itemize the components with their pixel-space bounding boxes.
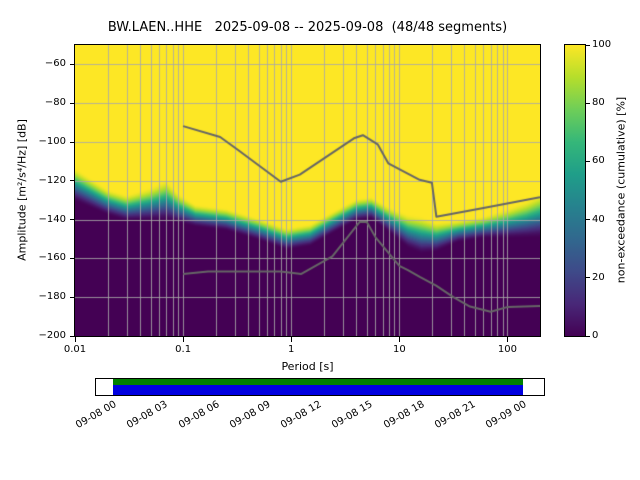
colorbar-tick-label: 20 bbox=[592, 271, 605, 283]
x-tick-label: 10 bbox=[392, 344, 406, 355]
y-tick-label: −120 bbox=[38, 174, 66, 186]
x-tick-mark bbox=[182, 337, 184, 342]
colorbar-tick-mark bbox=[586, 160, 590, 162]
y-tick-label: −180 bbox=[38, 291, 66, 303]
timeline-tick-label: 09-08 00 bbox=[74, 399, 119, 432]
timeline-tick-label: 09-08 12 bbox=[279, 399, 324, 432]
colorbar-tick-label: 60 bbox=[592, 155, 605, 167]
y-tick-label: −60 bbox=[44, 58, 66, 70]
timeline-tick-label: 09-08 03 bbox=[125, 399, 170, 432]
y-tick-label: −100 bbox=[38, 136, 66, 147]
x-tick-label: 1 bbox=[288, 344, 295, 355]
colorbar-tick-label: 100 bbox=[592, 39, 612, 50]
x-tick-label: 0.1 bbox=[175, 344, 192, 355]
y-axis-label: Amplitude [m²/s⁴/Hz] [dB] bbox=[15, 119, 29, 261]
plot-area bbox=[74, 44, 541, 337]
x-tick-mark bbox=[398, 337, 400, 342]
y-tick-label: −160 bbox=[38, 252, 66, 264]
x-tick-mark bbox=[290, 337, 292, 342]
colorbar bbox=[564, 44, 586, 337]
colorbar-tick-mark bbox=[586, 44, 590, 46]
x-axis-label: Period [s] bbox=[281, 360, 334, 373]
colorbar-tick-mark bbox=[586, 102, 590, 104]
ppsd-heatmap bbox=[75, 45, 540, 336]
x-tick-label: 100 bbox=[497, 344, 517, 355]
y-tick-label: −140 bbox=[38, 213, 66, 225]
figure-title: BW.LAEN..HHE 2025-09-08 -- 2025-09-08 (4… bbox=[107, 20, 508, 35]
timeline-bar bbox=[95, 378, 545, 396]
timeline-tick-label: 09-09 00 bbox=[484, 399, 529, 432]
colorbar-tick-mark bbox=[586, 219, 590, 221]
colorbar-tick-mark bbox=[586, 277, 590, 279]
x-tick-mark bbox=[74, 337, 76, 342]
timeline-tick-label: 09-08 18 bbox=[381, 399, 426, 432]
colorbar-tick-label: 0 bbox=[592, 330, 599, 341]
timeline-coverage-bottom bbox=[113, 385, 523, 395]
timeline-tick-label: 09-08 09 bbox=[227, 399, 273, 432]
timeline-coverage-top bbox=[113, 379, 523, 385]
y-tick-label: −200 bbox=[38, 330, 66, 341]
colorbar-label: non-exceedance (cumulative) [%] bbox=[614, 96, 628, 284]
timeline-tick-label: 09-08 15 bbox=[330, 399, 375, 432]
x-tick-label: 0.01 bbox=[63, 344, 87, 355]
colorbar-tick-mark bbox=[586, 335, 590, 337]
y-tick-label: −80 bbox=[44, 97, 66, 109]
x-tick-mark bbox=[506, 337, 508, 342]
colorbar-tick-label: 40 bbox=[592, 213, 605, 225]
colorbar-tick-label: 80 bbox=[592, 97, 605, 109]
colorbar-gradient bbox=[565, 45, 585, 336]
timeline-tick-label: 09-08 06 bbox=[176, 399, 221, 432]
timeline-tick-label: 09-08 21 bbox=[432, 399, 478, 432]
